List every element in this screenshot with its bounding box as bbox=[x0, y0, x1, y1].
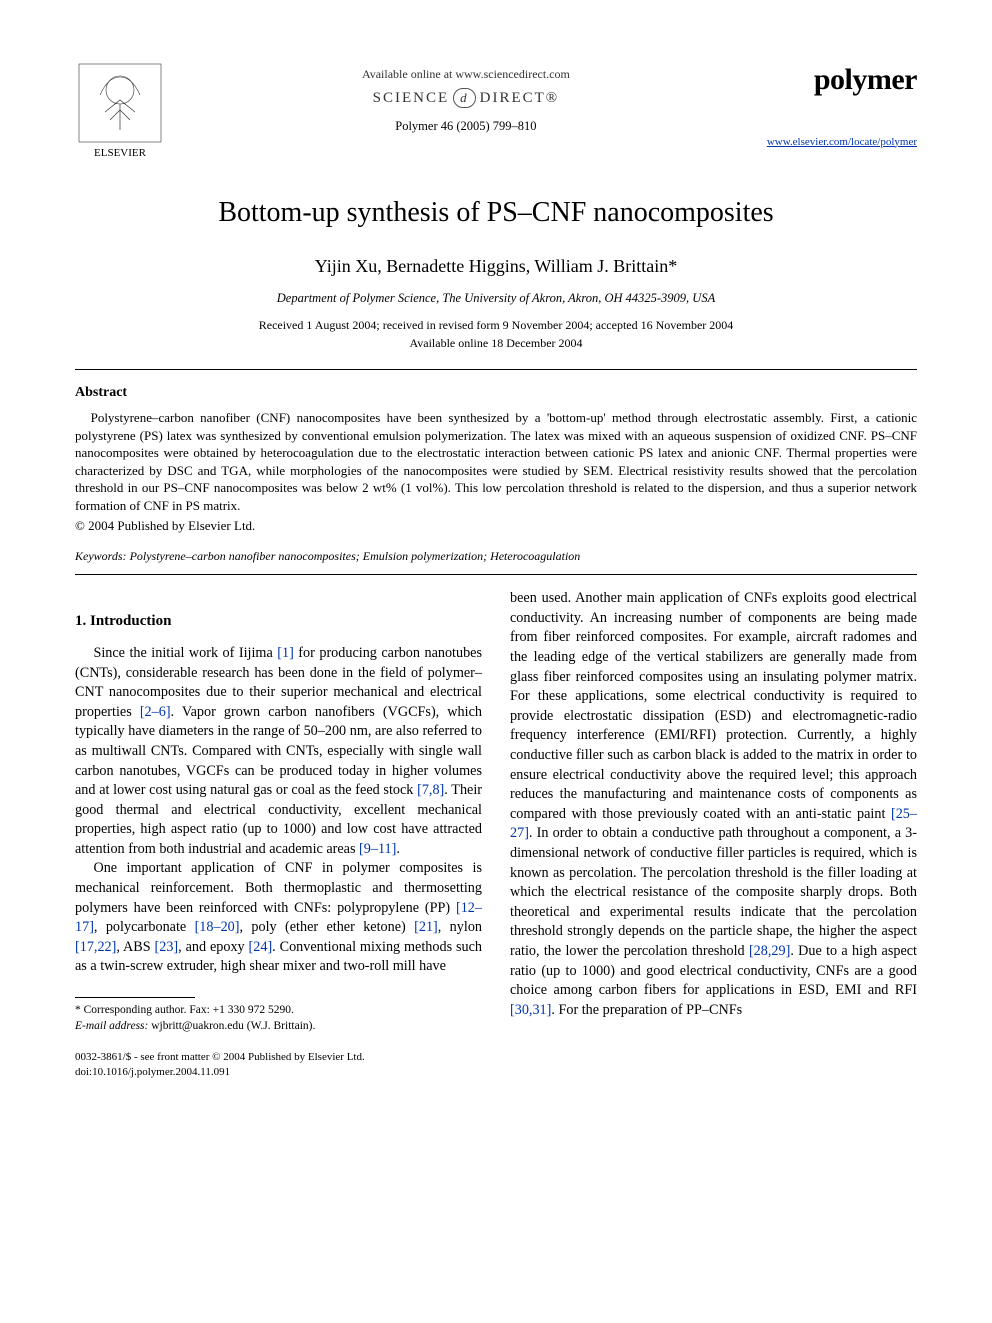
article-title: Bottom-up synthesis of PS–CNF nanocompos… bbox=[75, 194, 917, 232]
bottom-metadata: 0032-3861/$ - see front matter © 2004 Pu… bbox=[75, 1050, 917, 1080]
intro-para-2-cont: been used. Another main application of C… bbox=[510, 589, 917, 1020]
intro-para-2: One important application of CNF in poly… bbox=[75, 859, 482, 977]
ref-link[interactable]: [9–11] bbox=[359, 841, 396, 857]
ref-link[interactable]: [17,22] bbox=[75, 939, 116, 955]
corresponding-author-footnote: * Corresponding author. Fax: +1 330 972 … bbox=[75, 1003, 482, 1034]
abstract-heading: Abstract bbox=[75, 384, 917, 403]
elsevier-logo: ELSEVIER bbox=[75, 60, 165, 160]
online-date: Available online 18 December 2004 bbox=[75, 335, 917, 351]
email-value: wjbritt@uakron.edu (W.J. Brittain). bbox=[148, 1020, 315, 1032]
ref-link[interactable]: [21] bbox=[414, 919, 438, 935]
journal-url-link[interactable]: www.elsevier.com/locate/polymer bbox=[767, 135, 917, 150]
ref-link[interactable]: [2–6] bbox=[140, 704, 171, 720]
email-line: E-mail address: wjbritt@uakron.edu (W.J.… bbox=[75, 1019, 482, 1035]
body-columns: 1. Introduction Since the initial work o… bbox=[75, 589, 917, 1034]
sd-at-icon: d bbox=[453, 88, 476, 108]
header-center: Available online at www.sciencedirect.co… bbox=[165, 60, 767, 135]
footnote-rule bbox=[75, 997, 195, 998]
available-online-text: Available online at www.sciencedirect.co… bbox=[165, 66, 767, 82]
copyright-line: © 2004 Published by Elsevier Ltd. bbox=[75, 517, 917, 535]
rule-below-keywords bbox=[75, 574, 917, 575]
polymer-wordmark: polymer bbox=[767, 60, 917, 101]
intro-para-1: Since the initial work of Iijima [1] for… bbox=[75, 644, 482, 860]
ref-link[interactable]: [1] bbox=[277, 645, 294, 661]
journal-reference: Polymer 46 (2005) 799–810 bbox=[165, 118, 767, 135]
received-dates: Received 1 August 2004; received in revi… bbox=[75, 317, 917, 333]
corr-author-line: * Corresponding author. Fax: +1 330 972 … bbox=[75, 1003, 482, 1019]
sd-left: SCIENCE bbox=[373, 90, 450, 106]
ref-link[interactable]: [30,31] bbox=[510, 1002, 551, 1018]
rule-above-abstract bbox=[75, 369, 917, 370]
keywords-line: Keywords: Polystyrene–carbon nanofiber n… bbox=[75, 548, 917, 564]
elsevier-label-text: ELSEVIER bbox=[94, 147, 147, 159]
right-column: been used. Another main application of C… bbox=[510, 589, 917, 1034]
abstract-body: Polystyrene–carbon nanofiber (CNF) nanoc… bbox=[75, 409, 917, 514]
ref-link[interactable]: [18–20] bbox=[195, 919, 240, 935]
sciencedirect-logo: SCIENCEdDIRECT® bbox=[165, 88, 767, 108]
affiliation: Department of Polymer Science, The Unive… bbox=[75, 290, 917, 307]
ref-link[interactable]: [28,29] bbox=[749, 943, 790, 959]
sd-right: DIRECT® bbox=[480, 90, 560, 106]
doi-line: doi:10.1016/j.polymer.2004.11.091 bbox=[75, 1065, 917, 1080]
abstract-text: Polystyrene–carbon nanofiber (CNF) nanoc… bbox=[75, 409, 917, 514]
section-1-heading: 1. Introduction bbox=[75, 611, 482, 632]
email-label: E-mail address: bbox=[75, 1020, 148, 1032]
journal-brand: polymer www.elsevier.com/locate/polymer bbox=[767, 60, 917, 149]
left-column: 1. Introduction Since the initial work o… bbox=[75, 589, 482, 1034]
ref-link[interactable]: [7,8] bbox=[417, 782, 444, 798]
keywords-label: Keywords: bbox=[75, 549, 127, 563]
ref-link[interactable]: [24] bbox=[249, 939, 273, 955]
page-header: ELSEVIER Available online at www.science… bbox=[75, 60, 917, 160]
keywords-text: Polystyrene–carbon nanofiber nanocomposi… bbox=[127, 549, 581, 563]
ref-link[interactable]: [23] bbox=[155, 939, 179, 955]
issn-line: 0032-3861/$ - see front matter © 2004 Pu… bbox=[75, 1050, 917, 1065]
author-list: Yijin Xu, Bernadette Higgins, William J.… bbox=[75, 254, 917, 278]
